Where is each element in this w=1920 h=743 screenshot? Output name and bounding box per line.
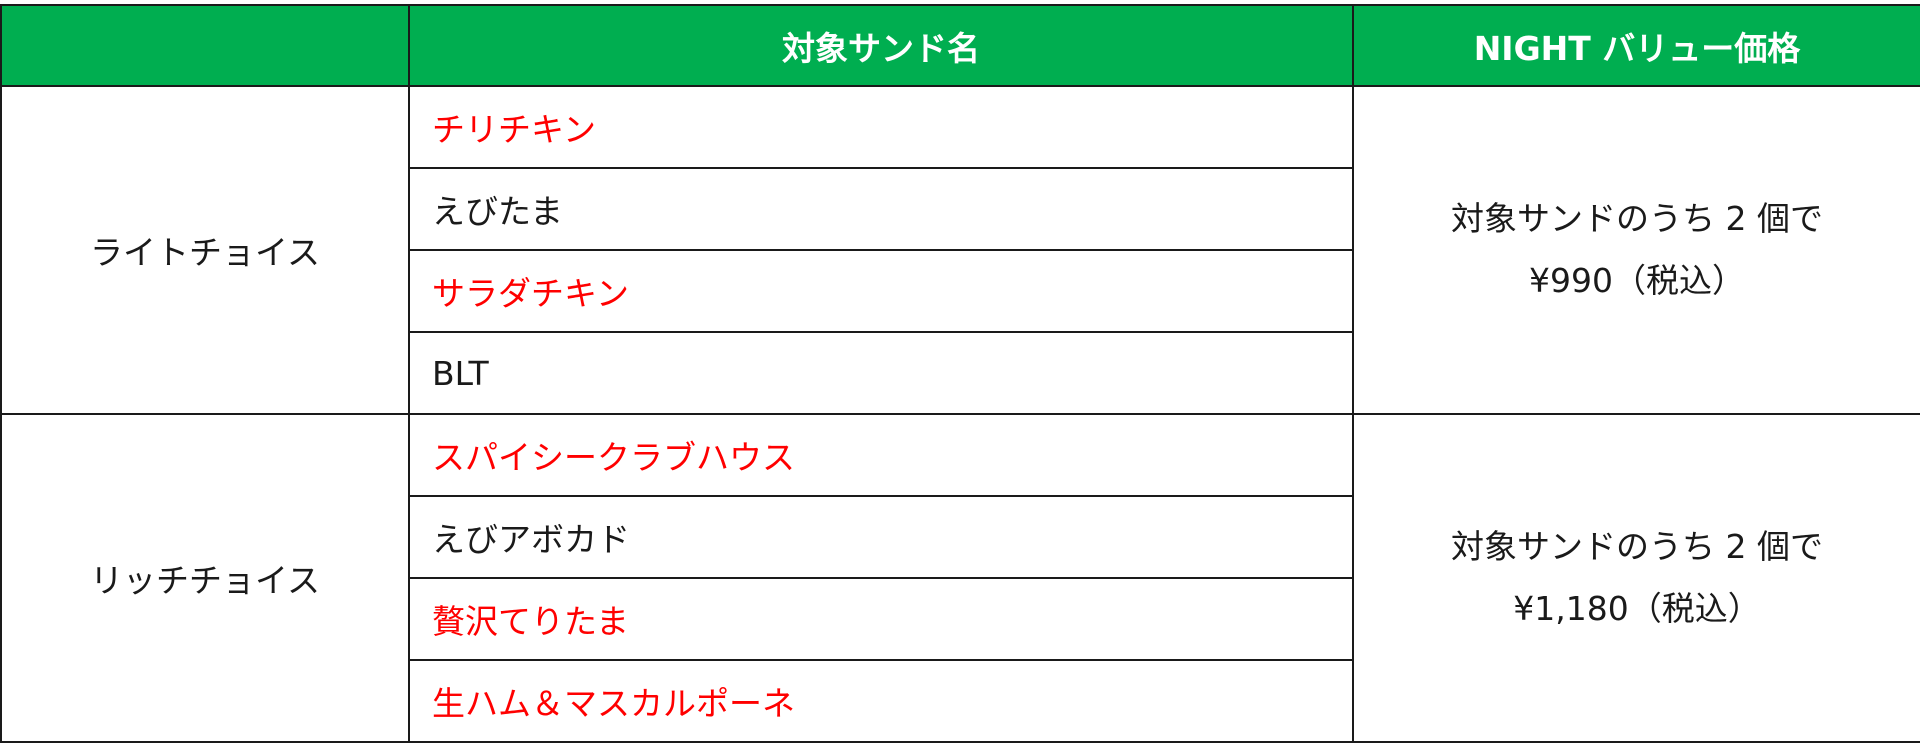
item-name-cell: スパイシークラブハウス — [408, 413, 1354, 497]
table-row: 生ハム＆マスカルポーネ — [1, 659, 1920, 743]
item-name-cell: BLT — [408, 331, 1354, 415]
table-row: えびアボカド — [1, 495, 1920, 579]
header-row: 対象サンド名 NIGHT バリュー価格 — [0, 4, 1920, 87]
price-cell: 対象サンドのうち 2 個で ¥1,180（税込） — [1352, 413, 1920, 743]
price-condition: 対象サンドのうち 2 個で — [1451, 199, 1823, 238]
item-name-cell: えびアボカド — [408, 495, 1354, 579]
table-row: BLT — [1, 331, 1920, 415]
item-name-cell: 生ハム＆マスカルポーネ — [408, 659, 1354, 743]
item-name-cell: 贅沢てりたま — [408, 577, 1354, 661]
price-cell: 対象サンドのうち 2 個で ¥990（税込） — [1352, 85, 1920, 415]
price-condition: 対象サンドのうち 2 個で — [1451, 527, 1823, 566]
header-category — [0, 4, 410, 87]
table-row: ライトチョイス チリチキン対象サンドのうち 2 個で ¥990（税込） — [0, 85, 1920, 415]
price-amount: ¥990（税込） — [1529, 261, 1745, 300]
night-value-table: 対象サンド名 NIGHT バリュー価格 ライトチョイス チリチキン 対象サンドのうち… — [0, 4, 1920, 743]
category-cell: ライトチョイス — [0, 85, 410, 415]
item-name-cell: チリチキン — [408, 85, 1354, 169]
header-item: 対象サンド名 — [408, 4, 1354, 87]
table-row: リッチチョイス スパイシークラブハウス対象サンドのうち 2 個で ¥1,180（税込… — [0, 413, 1920, 743]
table-row: サラダチキン — [1, 249, 1920, 333]
header-price: NIGHT バリュー価格 — [1352, 4, 1920, 87]
price-amount: ¥1,180（税込） — [1513, 589, 1761, 628]
item-name-cell: サラダチキン — [408, 249, 1354, 333]
table-row: 贅沢てりたま — [1, 577, 1920, 661]
item-name-cell: えびたま — [408, 167, 1354, 251]
table-row: えびたま — [1, 167, 1920, 251]
category-cell: リッチチョイス — [0, 413, 410, 743]
